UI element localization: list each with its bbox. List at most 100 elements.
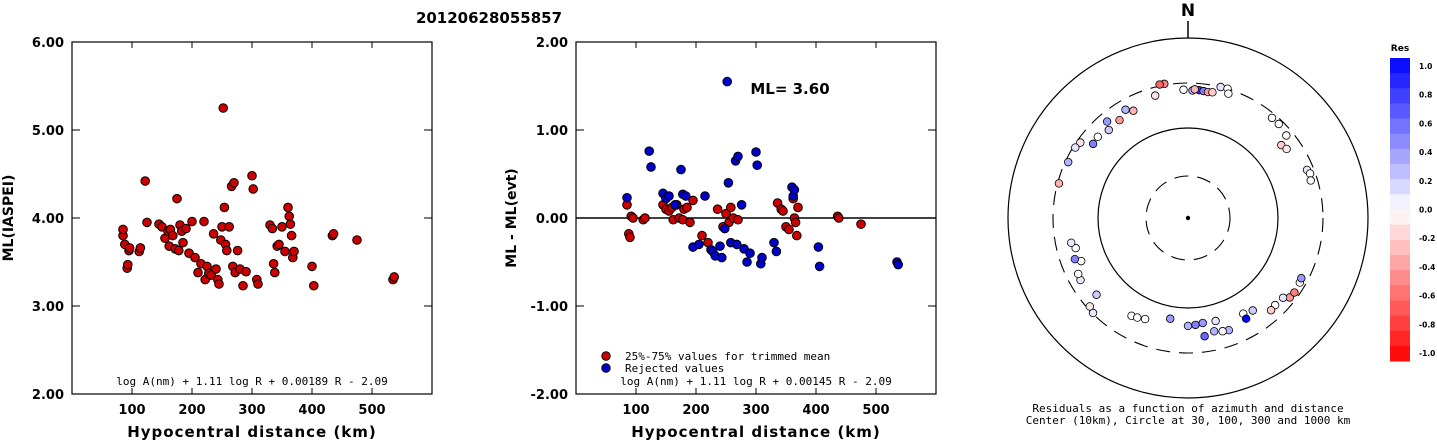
colorbar-swatch [1390,254,1410,271]
data-point [688,195,698,206]
data-point [172,193,182,204]
colorbar-swatch [1390,133,1410,150]
data-point [214,279,224,289]
data-point [284,211,295,222]
x-tick-label: 100 [118,403,145,418]
data-point [267,223,278,234]
data-point [168,230,178,241]
data-point [241,266,251,277]
station-marker [1216,82,1225,92]
data-point [199,216,209,227]
residual-colorbar: Res 1.0 0.8 0.6 0.4 0.2 0.0 -0.2 -0.4 -0.6 -0.8 -1… [1390,44,1435,362]
station-marker [1190,85,1199,94]
data-point [218,103,228,113]
data-point [685,217,695,228]
station-marker [1076,138,1085,147]
station-marker [1093,132,1103,141]
data-point [181,223,191,234]
data-point [856,219,866,229]
data-point [253,279,263,289]
colorbar-swatch [1390,179,1410,195]
data-point [283,202,293,213]
station-marker [1071,143,1080,152]
data-point [720,223,730,234]
data-point [248,184,258,194]
station-marker [1140,314,1150,324]
station-marker [1054,179,1064,188]
x-axis-label: Hypocentral distance (km) [127,423,377,441]
colorbar-swatch [1390,330,1410,347]
data-point [307,261,317,272]
station-marker [1088,139,1098,149]
y-axis-ticks: -2.00 -1.00 0.00 1.00 2.00 [531,36,936,403]
data-point [118,224,128,235]
station-marker [1200,332,1209,341]
x-axis-ticks: 100 200 300 400 500 [118,42,386,418]
station-marker [1133,313,1142,322]
azimuth-residual-map: N Residuals as a function of azimuth and… [1007,1,1369,427]
station-marker [1064,157,1073,167]
colorbar-swatch [1390,285,1410,301]
data-point [751,147,761,157]
colorbar-swatch [1390,345,1410,362]
x-tick-label: 100 [622,403,649,418]
data-point [745,248,755,258]
ml-iaspei-plot: 100 200 300 400 500 2.00 3.00 4.00 5.00 6.00 log… [1,36,433,441]
data-point [790,217,801,228]
station-marker [1198,318,1207,328]
data-point [792,230,802,241]
circle-30km [1145,175,1231,261]
data-points [118,103,400,291]
data-point [232,245,243,256]
data-point [733,151,743,162]
colorbar-labels: 1.0 0.8 0.6 0.4 0.2 0.0 -0.2 -0.4 -0.6 -0.8 -1.0 [1419,62,1435,358]
station-marker [1151,91,1160,100]
legend-marker-trimmed [601,351,611,361]
data-point [834,213,844,223]
data-point [274,239,284,250]
data-point [722,76,733,87]
station-marker [1155,80,1164,89]
data-point [726,202,736,213]
data-point [752,160,763,170]
station-marker [1306,176,1315,185]
station-marker [1290,288,1299,297]
north-label: N [1181,1,1195,21]
y-tick-label: -2.00 [531,388,568,403]
colorbar-swatch [1390,164,1410,180]
x-tick-label: 200 [682,403,709,418]
colorbar-swatch [1390,88,1410,104]
data-point [208,229,219,239]
data-point [694,239,704,250]
data-point [280,246,290,257]
colorbar-swatch [1390,239,1410,256]
x-tick-label: 400 [298,403,325,418]
station-marker [1241,314,1251,323]
data-point [813,242,824,252]
y-axis-label: ML(IASPEI) [1,175,17,262]
data-point [229,178,239,188]
colorbar-label: -0.2 [1419,234,1435,243]
data-point [224,222,234,232]
station-marker [1102,117,1112,126]
station-marker [1085,302,1094,311]
station-marker [1218,327,1227,336]
data-point [277,222,287,232]
colorbar-label: 0.0 [1419,206,1432,215]
data-point [676,164,686,175]
data-point [697,230,707,241]
colorbar-label: 0.2 [1419,177,1432,186]
colorbar-label: -0.8 [1419,320,1435,329]
data-point [893,259,904,270]
colorbar-swatch [1390,103,1410,120]
colorbar-label: 0.4 [1419,148,1432,157]
y-tick-label: 6.00 [32,36,64,51]
data-point [190,252,200,263]
data-point [135,243,146,253]
station-marker [1191,320,1200,330]
data-point [681,191,691,201]
station-marker [1067,238,1076,248]
x-tick-label: 500 [358,403,385,418]
data-points [622,76,904,272]
